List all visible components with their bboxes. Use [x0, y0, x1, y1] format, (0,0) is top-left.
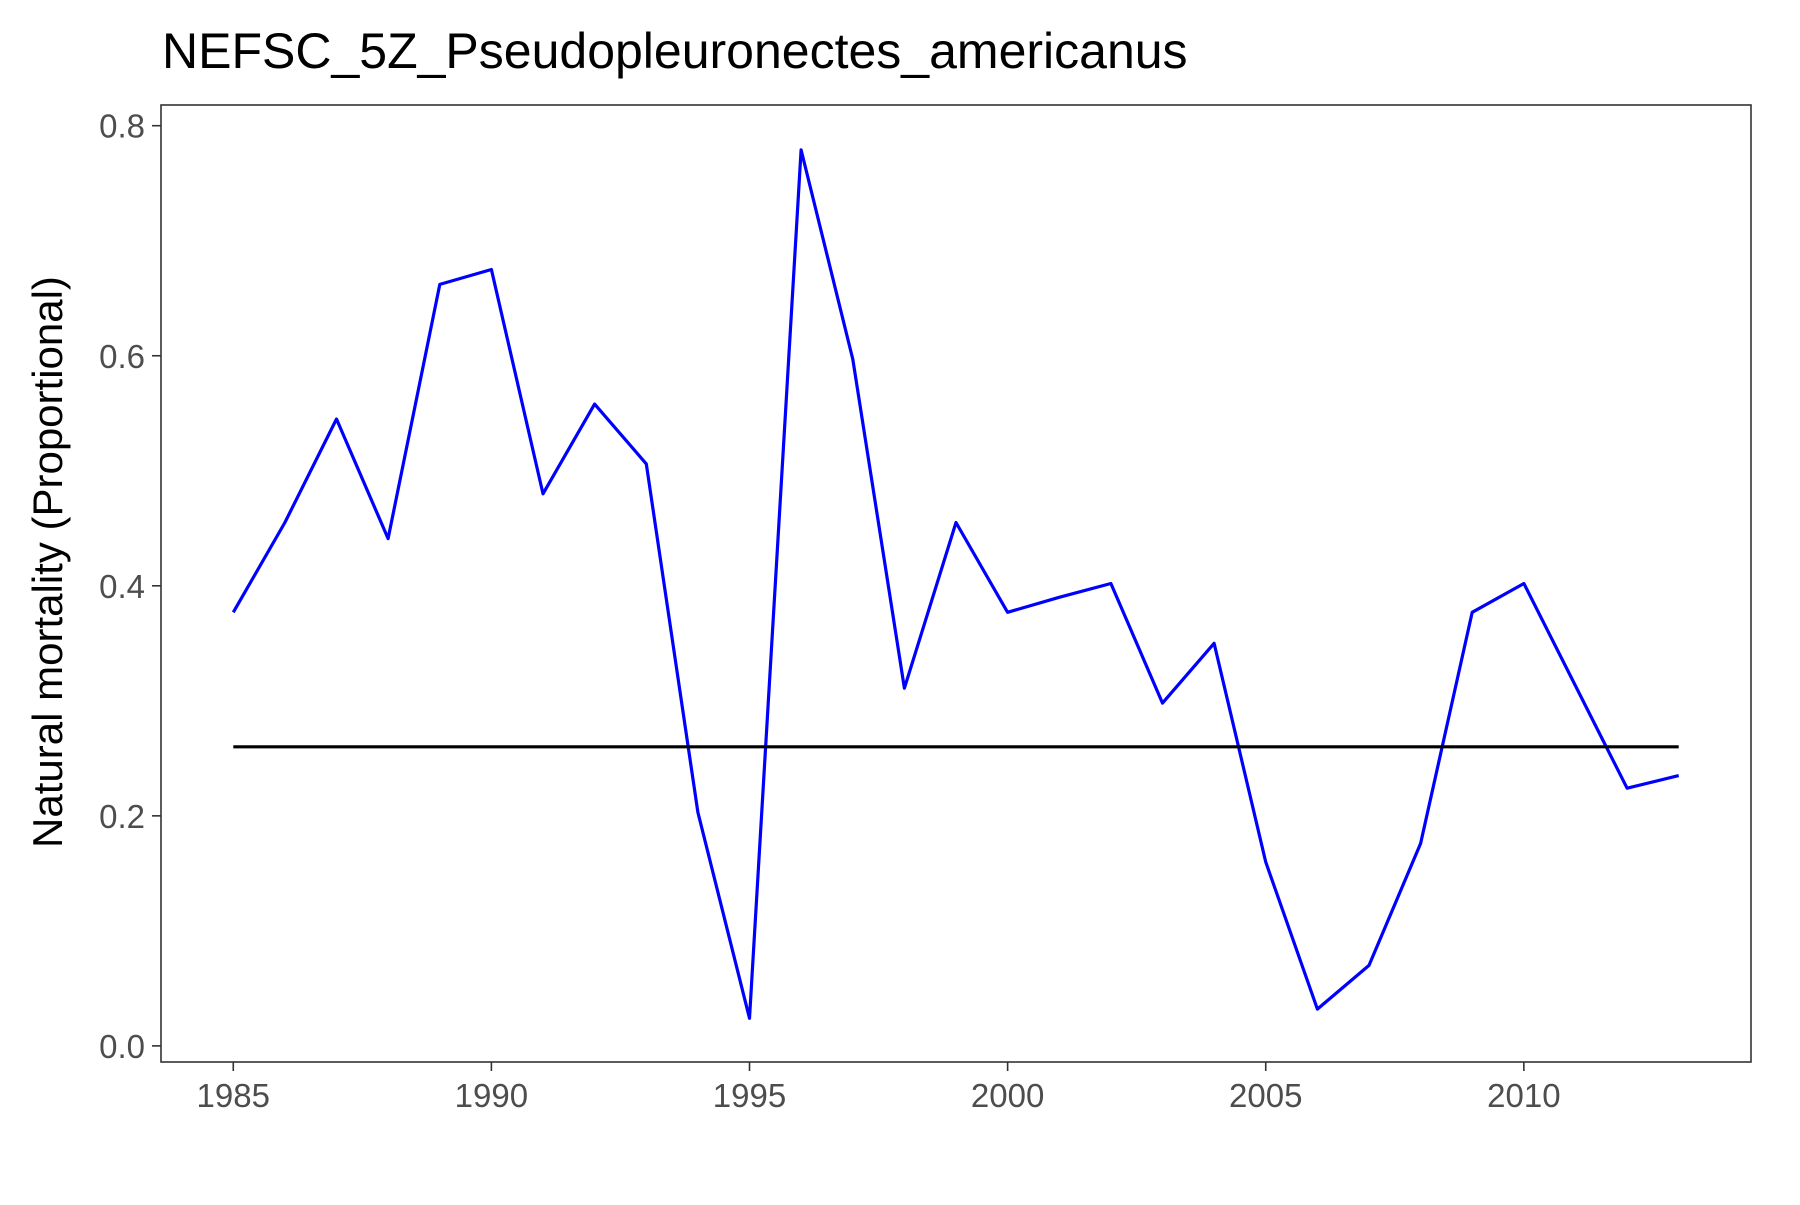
x-tick-label: 2000	[971, 1077, 1044, 1114]
mortality-series-line	[231, 148, 1680, 1020]
chart-title: NEFSC_5Z_Pseudopleuronectes_americanus	[162, 23, 1188, 79]
y-tick-label: 0.0	[99, 1028, 145, 1065]
x-axis: 1985 1990 1995 2000 2005 2010	[197, 1062, 1561, 1114]
series-layer	[231, 148, 1680, 1020]
y-tick-label: 0.6	[99, 338, 145, 375]
y-tick-label: 0.2	[99, 798, 145, 835]
x-tick-label: 2005	[1229, 1077, 1302, 1114]
y-axis: 0.0 0.2 0.4 0.6 0.8	[99, 108, 161, 1065]
plot-panel-border	[160, 104, 1752, 1063]
y-tick-label: 0.4	[99, 568, 145, 605]
y-axis-label: Natural mortality (Proportional)	[24, 276, 71, 848]
x-tick-label: 1990	[455, 1077, 528, 1114]
x-tick-label: 1985	[197, 1077, 270, 1114]
x-tick-label: 2010	[1487, 1077, 1560, 1114]
x-tick-label: 1995	[713, 1077, 786, 1114]
y-tick-label: 0.8	[99, 108, 145, 145]
